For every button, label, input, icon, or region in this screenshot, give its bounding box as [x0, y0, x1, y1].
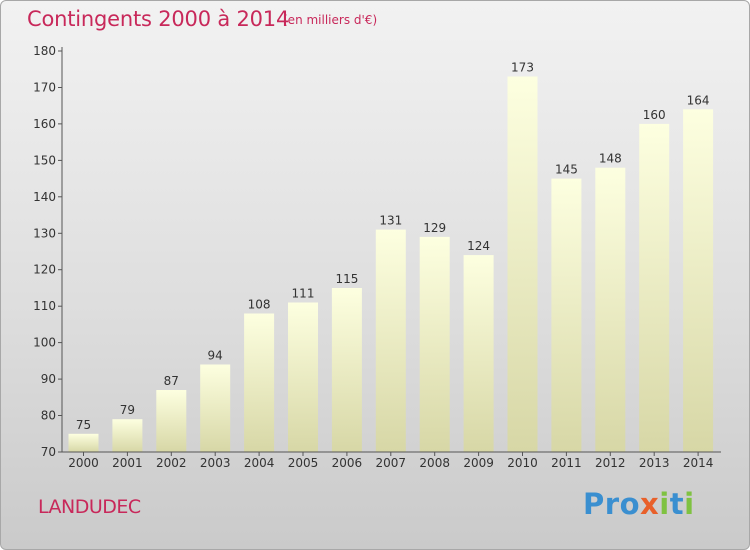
- logo-letter: i: [684, 487, 695, 521]
- chart-subtitle: (en milliers d'€): [283, 13, 378, 27]
- x-tick-label: 2007: [376, 456, 407, 470]
- y-tick-label: 70: [41, 445, 56, 459]
- y-tick-label: 130: [33, 226, 56, 240]
- x-tick-label: 2000: [68, 456, 99, 470]
- y-tick-label: 90: [41, 372, 56, 386]
- y-tick-label: 140: [33, 190, 56, 204]
- y-tick-label: 120: [33, 263, 56, 277]
- logo-letter: t: [669, 487, 685, 521]
- bar-2004: [244, 313, 275, 452]
- bar-2001: [112, 419, 143, 452]
- logo-text: Proxiti: [583, 487, 695, 521]
- bar-2009: [463, 255, 494, 452]
- data-label-2014: 164: [687, 93, 710, 107]
- logo-letter: r: [604, 487, 620, 521]
- y-tick-label: 180: [33, 44, 56, 58]
- logo-letter: i: [659, 487, 670, 521]
- y-tick-label: 160: [33, 117, 56, 131]
- data-label-2007: 131: [379, 214, 402, 228]
- x-tick-label: 2013: [639, 456, 670, 470]
- x-tick-label: 2003: [200, 456, 231, 470]
- y-tick-label: 80: [41, 409, 56, 423]
- x-tick-label: 2002: [156, 456, 187, 470]
- proxiti-logo[interactable]: Proxiti: [583, 487, 695, 521]
- bar-2006: [331, 288, 362, 452]
- logo-letter: P: [583, 487, 605, 521]
- data-label-2008: 129: [423, 221, 446, 235]
- bar-2010: [507, 76, 538, 452]
- data-label-2013: 160: [643, 108, 666, 122]
- x-tick-label: 2009: [463, 456, 494, 470]
- x-tick-label: 2014: [683, 456, 714, 470]
- y-tick-label: 150: [33, 153, 56, 167]
- data-label-2004: 108: [248, 298, 271, 312]
- bar-2000: [68, 433, 99, 452]
- y-tick-label: 170: [33, 81, 56, 95]
- bar-2008: [419, 236, 450, 452]
- logo-letter: o: [619, 487, 641, 521]
- x-tick-label: 2006: [332, 456, 363, 470]
- data-label-2010: 173: [511, 61, 534, 75]
- x-tick-label: 2011: [551, 456, 582, 470]
- data-label-2011: 145: [555, 163, 578, 177]
- bar-2011: [551, 178, 582, 452]
- x-tick-label: 2004: [244, 456, 275, 470]
- data-label-2012: 148: [599, 152, 622, 166]
- y-tick-label: 110: [33, 299, 56, 313]
- data-label-2000: 75: [76, 418, 91, 432]
- data-label-2002: 87: [164, 374, 179, 388]
- data-label-2009: 124: [467, 239, 490, 253]
- x-tick-label: 2010: [507, 456, 538, 470]
- data-label-2006: 115: [335, 272, 358, 286]
- x-tick-label: 2008: [419, 456, 450, 470]
- chart-title: Contingents 2000 à 2014: [27, 7, 290, 31]
- logo-letter: x: [640, 487, 660, 521]
- data-label-2003: 94: [208, 349, 223, 363]
- y-tick-label: 100: [33, 336, 56, 350]
- bar-2012: [595, 167, 626, 452]
- x-tick-label: 2012: [595, 456, 626, 470]
- commune-name: LANDUDEC: [38, 496, 141, 518]
- data-label-2005: 111: [292, 287, 315, 301]
- x-tick-label: 2001: [112, 456, 143, 470]
- bar-2005: [288, 302, 318, 452]
- bar-2013: [639, 123, 670, 453]
- data-label-2001: 79: [120, 403, 135, 417]
- bar-2014: [683, 109, 714, 453]
- bar-2002: [156, 390, 187, 452]
- bar-2003: [200, 364, 231, 452]
- bar-2007: [375, 229, 406, 452]
- x-tick-label: 2005: [288, 456, 319, 470]
